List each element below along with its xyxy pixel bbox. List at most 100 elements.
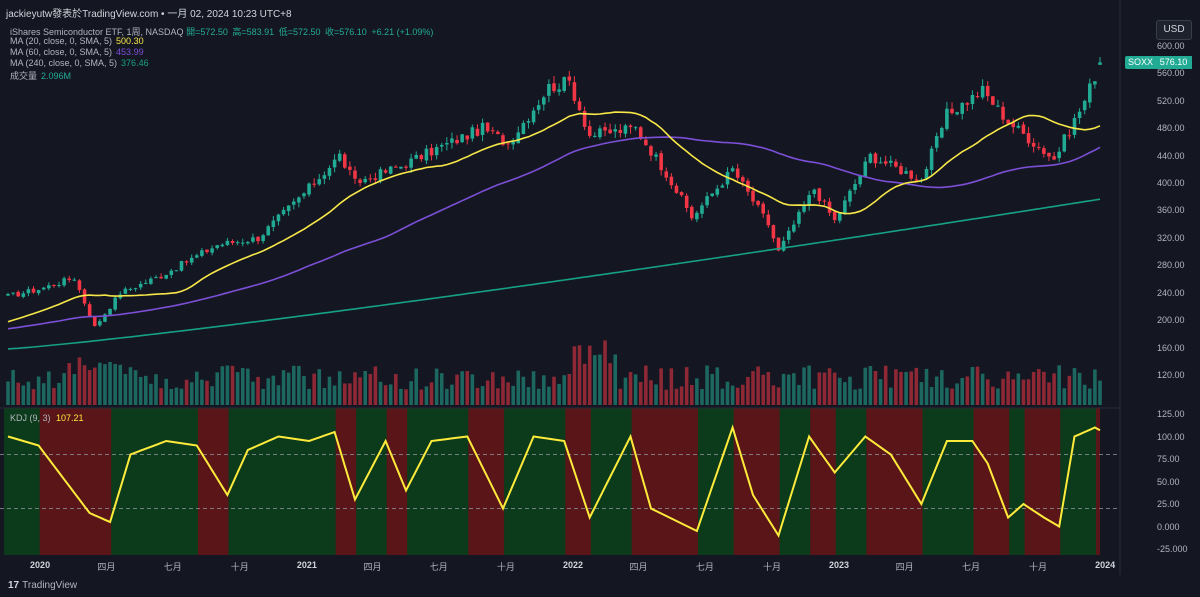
volume-bar [1062, 388, 1067, 405]
symbol-legend[interactable]: iShares Semiconductor ETF, 1周, NASDAQ 開=… [10, 25, 435, 38]
volume-bar [159, 388, 163, 405]
volume-legend[interactable]: 成交量 2.096M [10, 69, 71, 82]
volume-bar [751, 371, 755, 405]
kdj-bullish-zone [407, 408, 473, 555]
candle-body [899, 166, 903, 175]
ma20-label: MA (20, close, 0, SMA, 5) [10, 36, 113, 46]
candle-body [562, 77, 566, 91]
volume-bar [950, 388, 954, 405]
volume-bar [868, 366, 873, 405]
candle-body [730, 168, 735, 172]
candle-body [445, 143, 449, 145]
candle-body [312, 183, 316, 185]
volume-bar [863, 367, 868, 405]
volume-bar [577, 345, 582, 405]
candle-body [868, 153, 873, 163]
volume-bar [445, 388, 449, 405]
ma60-legend[interactable]: MA (60, close, 0, SMA, 5) 453.99 [10, 47, 144, 57]
volume-bar [547, 386, 551, 405]
candle-body [1042, 148, 1046, 154]
volume-bar [705, 365, 709, 405]
candle-body [439, 144, 444, 147]
volume-bar [909, 371, 913, 405]
volume-bar [725, 381, 730, 405]
kdj-bearish-zone [386, 408, 412, 555]
candle-body [149, 278, 153, 284]
volume-bar [618, 388, 623, 405]
volume-bar [521, 376, 526, 405]
candle-body [853, 184, 857, 190]
candle-body [490, 130, 495, 132]
currency-button[interactable]: USD [1156, 20, 1192, 40]
candle-body [251, 237, 255, 242]
candle-body [450, 138, 454, 143]
volume-bar [256, 376, 260, 405]
volume-bar [424, 386, 429, 405]
volume-bar [1006, 371, 1010, 405]
ma240-label: MA (240, close, 0, SMA, 5) [10, 58, 118, 68]
volume-bar [363, 371, 367, 405]
kdj-bearish-zone [468, 408, 509, 555]
time-tick: 七月 [163, 562, 182, 572]
candle-body [189, 257, 194, 263]
ma240-legend[interactable]: MA (240, close, 0, SMA, 5) 376.46 [10, 58, 149, 68]
volume-bar [337, 371, 342, 405]
volume-bar [373, 366, 378, 405]
time-axis[interactable]: 2020 四月 七月 十月 2021 四月 七月 十月 2022 四月 七月 十月 2023 四月 七月 十月… [0, 556, 1120, 574]
time-tick: 七月 [695, 562, 714, 572]
kdj-label: KDJ (9, 3) [10, 413, 51, 423]
volume-bar [92, 367, 97, 405]
volume-bar [108, 362, 112, 405]
time-tick: 十月 [230, 562, 249, 572]
volume-bar [771, 385, 776, 405]
candle-body [424, 148, 429, 161]
volume-bar [82, 365, 87, 405]
volume-bar [404, 389, 408, 405]
kdj-bearish-zone [335, 408, 361, 555]
volume-bar [904, 371, 908, 405]
kdj-tick: 125.00 [1157, 409, 1185, 419]
time-tick: 2021 [296, 560, 317, 570]
volume-bar [929, 387, 934, 405]
candle-body [552, 83, 556, 92]
candle-body [536, 105, 541, 110]
candle-body [230, 241, 235, 243]
volume-bar [205, 380, 209, 405]
volume-bar [536, 388, 541, 405]
candle-body [455, 139, 459, 144]
candle-body [297, 197, 301, 203]
ohlc-values: 開=572.50 高=583.91 低=572.50 收=576.10 +6.2… [186, 27, 435, 37]
candle-body [975, 96, 980, 98]
volume-bar [506, 382, 510, 405]
candle-body [638, 127, 643, 139]
candle-body [307, 183, 311, 195]
kdj-legend[interactable]: KDJ (9, 3) 107.21 [10, 413, 84, 423]
volume-bar [297, 365, 301, 405]
volume-bar [1093, 369, 1097, 405]
volume-bar [812, 388, 817, 405]
candle-body [302, 193, 306, 197]
volume-bar [689, 385, 694, 405]
price-tick: 280.00 [1157, 260, 1185, 271]
candle-body [934, 136, 939, 148]
candle-body [797, 211, 801, 224]
candle-body [812, 189, 817, 194]
candle-body [16, 291, 20, 297]
kdj-tick: 0.000 [1157, 521, 1180, 532]
candle-body [36, 290, 41, 294]
tradingview-brand[interactable]: 17 TradingView [8, 580, 77, 591]
candle-body [429, 147, 434, 156]
volume-bar [215, 372, 219, 405]
time-tick: 2024 [1095, 560, 1116, 570]
volume-bar [531, 371, 536, 405]
candle-body [276, 214, 281, 222]
ma60-line [7, 136, 1101, 330]
kdj-bullish-zone [356, 408, 391, 555]
candle-body [822, 200, 827, 202]
volume-bar [924, 368, 929, 405]
volume-bar [286, 372, 291, 405]
candle-body [613, 129, 618, 132]
ma20-legend[interactable]: MA (20, close, 0, SMA, 5) 500.30 [10, 36, 144, 46]
volume-bar [970, 367, 975, 405]
